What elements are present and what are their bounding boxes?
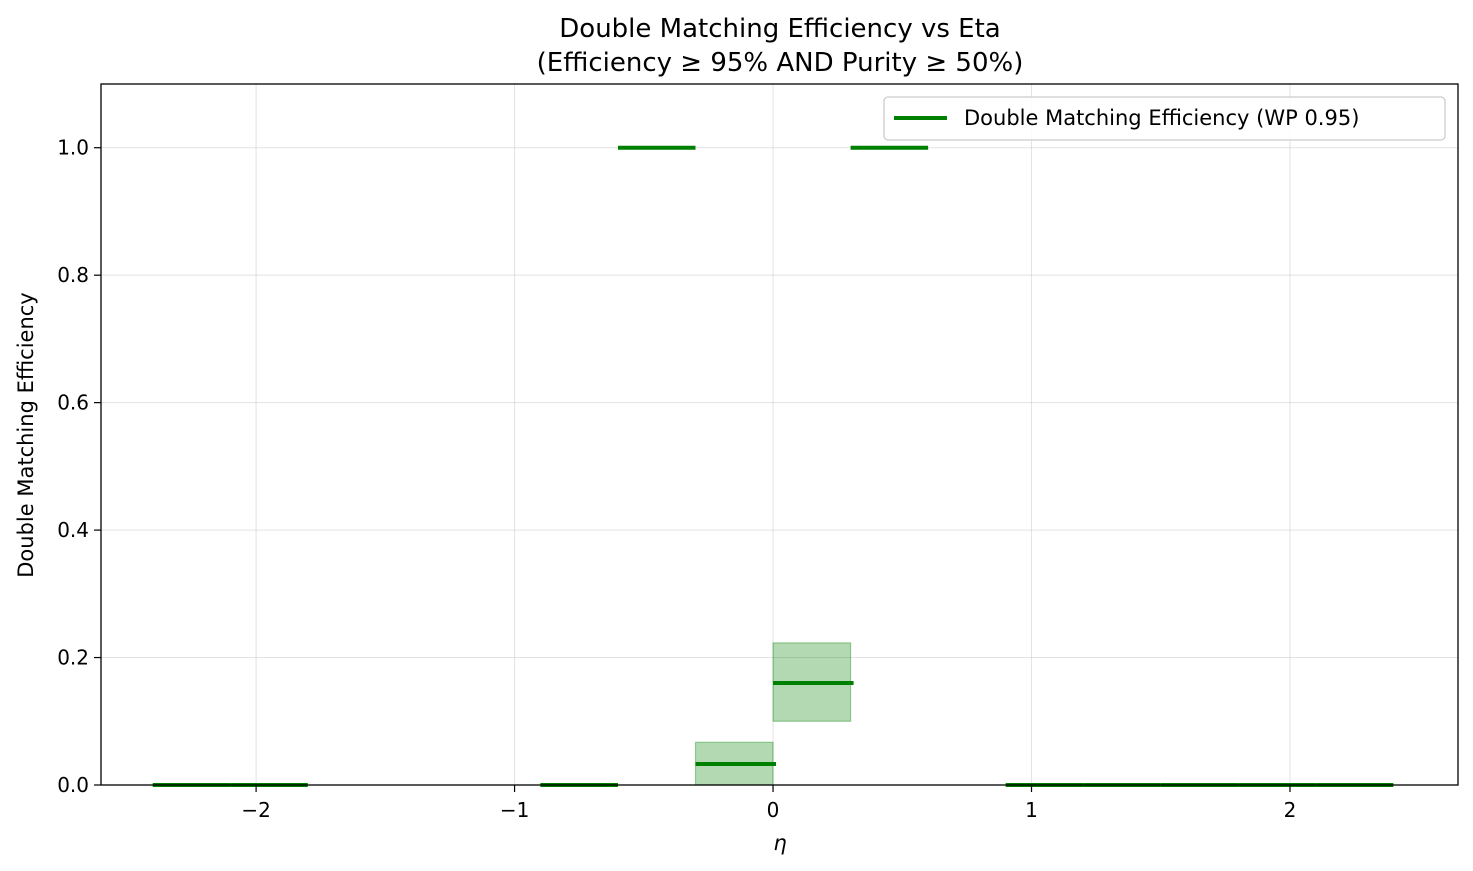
x-tick-label: 0 xyxy=(767,798,780,822)
x-axis-ticks: −2 −1 0 1 2 xyxy=(241,785,1296,822)
plot-frame xyxy=(100,83,1459,786)
x-tick-label: −1 xyxy=(500,798,529,822)
x-tick-label: −2 xyxy=(241,798,270,822)
legend: Double Matching Efficiency (WP 0.95) xyxy=(883,96,1446,141)
chart-subtitle: (Efficiency ≥ 95% AND Purity ≥ 50%) xyxy=(537,48,1024,78)
legend-box xyxy=(883,96,1446,141)
y-axis-label: Double Matching Efficiency xyxy=(14,292,38,577)
y-tick-label: 0.2 xyxy=(57,646,89,670)
x-tick-label: 1 xyxy=(1025,798,1038,822)
chart-title: Double Matching Efficiency vs Eta xyxy=(559,14,1000,44)
legend-label: Double Matching Efficiency (WP 0.95) xyxy=(964,106,1359,130)
y-tick-label: 0.6 xyxy=(57,391,89,415)
x-tick-label: 2 xyxy=(1284,798,1297,822)
y-tick-label: 1.0 xyxy=(57,136,89,160)
y-tick-label: 0.0 xyxy=(57,773,89,797)
y-tick-label: 0.4 xyxy=(57,518,89,542)
y-tick-label: 0.8 xyxy=(57,263,89,287)
x-axis-label: η xyxy=(773,831,786,855)
y-axis-ticks: 0.0 0.2 0.4 0.6 0.8 1.0 xyxy=(57,136,101,797)
